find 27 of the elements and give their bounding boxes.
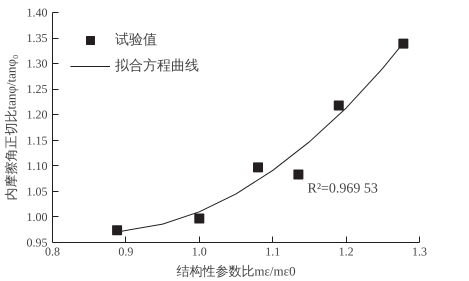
point (334, 100, 344, 111)
x-tick-label: 1.1 (265, 244, 280, 258)
y-tick-label: 0.95 (26, 236, 48, 250)
y-axis-title: 内摩擦角正切比tanφ/tanφ₀ (4, 54, 18, 200)
y-tick-label: 1.40 (26, 6, 48, 20)
x-tick-label: 1.0 (192, 244, 207, 258)
y-tick-label: 1.10 (26, 158, 48, 173)
x-tick-label: 1.2 (338, 244, 354, 258)
point (194, 213, 204, 224)
y-tick-label: 1.20 (26, 108, 48, 122)
annotation: R²=0.969 53 (308, 182, 378, 196)
legend-label: 试验值 (115, 32, 157, 49)
point (293, 170, 304, 180)
point (253, 162, 264, 172)
x-axis-title: 结构性参数比mε/mε0 (176, 264, 296, 278)
y-tick-label: 1.05 (26, 184, 48, 198)
legend-label: 拟合方程曲线 (115, 57, 199, 75)
y-tick-label: 1.25 (26, 82, 48, 96)
y-tick-label: 1.00 (26, 210, 48, 224)
point (112, 225, 122, 236)
x-tick-label: 0.8 (45, 244, 60, 258)
y-tick-label: 1.15 (26, 133, 48, 148)
x-tick-label: 1.3 (412, 244, 427, 258)
y-tick-label: 1.35 (26, 31, 48, 46)
point (398, 38, 408, 49)
y-tick-label: 1.30 (26, 56, 48, 71)
x-tick-label: 0.9 (118, 244, 134, 258)
